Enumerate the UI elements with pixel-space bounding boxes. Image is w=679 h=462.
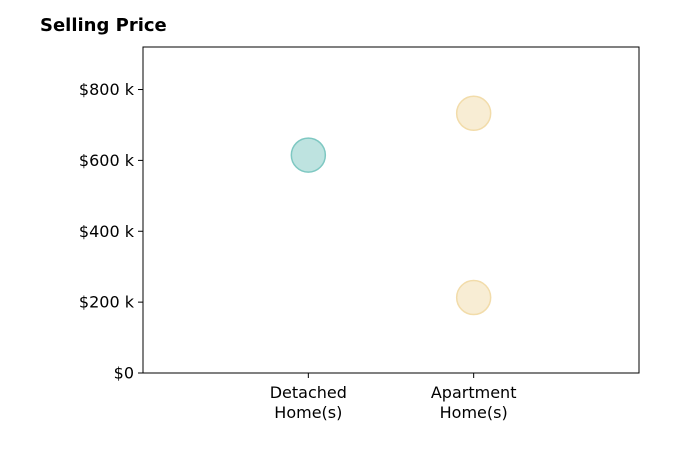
plot-area [142,46,640,374]
data-point [290,137,327,173]
x-tick-label: Home(s) [440,403,508,422]
data-point [455,95,492,132]
y-axis: $0 $200 k $400 k $600 k $800 k [79,80,143,383]
chart-title: Selling Price [40,15,167,36]
y-tick-label: $200 k [79,293,135,312]
y-tick-label: $0 [114,364,134,383]
x-tick-label: Detached [270,383,347,402]
data-points [290,95,492,316]
x-tick-label: Home(s) [274,403,342,422]
y-tick-label: $400 k [79,222,135,241]
y-tick-label: $800 k [79,80,135,99]
data-point [455,279,492,316]
x-tick-label: Apartment [431,383,517,402]
y-tick-label: $600 k [79,151,135,170]
